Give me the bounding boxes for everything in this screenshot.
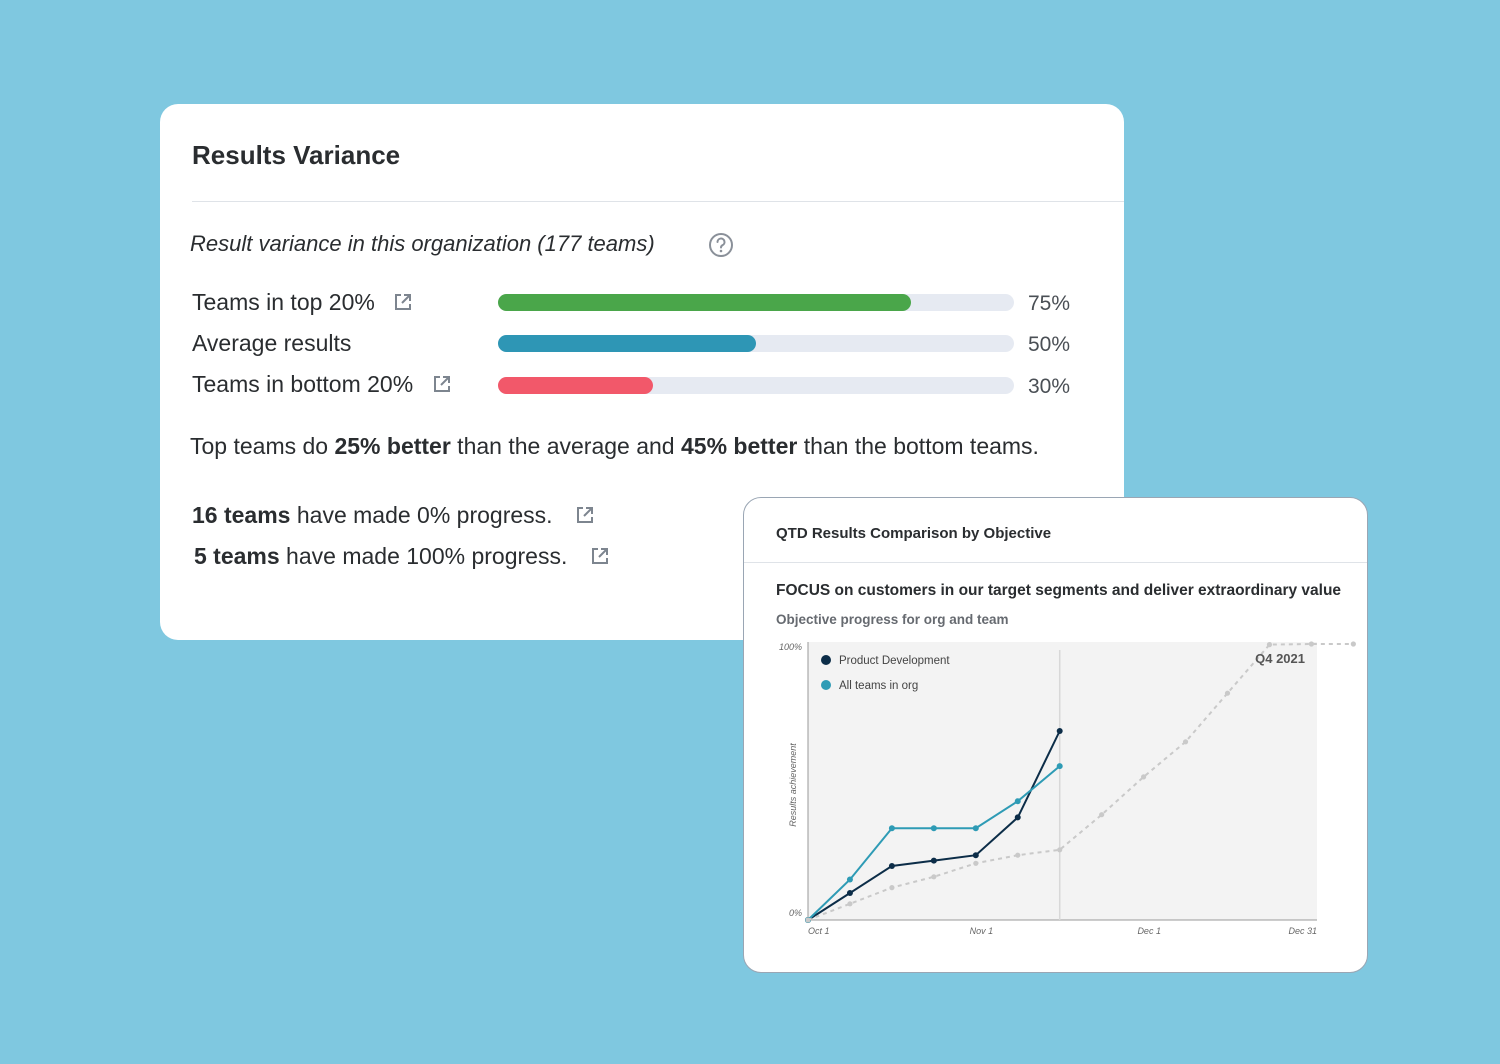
- progress-zero-line: 16 teams have made 0% progress.: [192, 502, 595, 529]
- summary-part: than the average and: [450, 433, 681, 459]
- x-tick-label: Dec 1: [1137, 926, 1161, 936]
- variance-subtitle: Result variance in this organization (17…: [190, 231, 655, 256]
- progress-text: have made 100% progress.: [279, 543, 568, 569]
- data-point: [1057, 847, 1063, 853]
- team-count: 5 teams: [194, 543, 280, 569]
- data-point: [1056, 728, 1063, 734]
- legend-label: Product Development: [839, 655, 950, 667]
- external-link-icon[interactable]: [590, 546, 610, 566]
- quarter-label: Q4 2021: [1255, 651, 1305, 666]
- summary-part: Top teams do: [190, 433, 335, 459]
- data-point: [1350, 641, 1356, 647]
- data-point: [1224, 690, 1231, 696]
- summary-bold: 25% better: [334, 433, 451, 459]
- row-bottom-teams: Teams in bottom 20%: [192, 371, 452, 398]
- row-percentage: 30%: [1028, 375, 1071, 398]
- trend-line: [807, 643, 1354, 921]
- y-tick-label: 0%: [789, 908, 802, 918]
- summary-bold: 45% better: [680, 433, 798, 459]
- data-point: [1014, 814, 1021, 821]
- row-label: Teams in top 20%: [192, 289, 375, 315]
- data-point: [846, 890, 853, 896]
- data-point: [889, 885, 895, 891]
- question-circle-icon[interactable]: [708, 232, 734, 258]
- data-point: [1015, 852, 1021, 858]
- data-point: [930, 825, 937, 832]
- data-point: [1266, 642, 1273, 648]
- data-point: [888, 825, 895, 832]
- y-axis-label: Results achievement: [788, 743, 798, 827]
- card-title: QTD Results Comparison by Objective: [776, 525, 1052, 542]
- external-link-icon[interactable]: [432, 374, 452, 394]
- row-percentage: 75%: [1028, 292, 1071, 315]
- row-average: Average results: [192, 330, 351, 357]
- row-label: Average results: [192, 330, 352, 356]
- row-top-teams: Teams in top 20%: [192, 289, 413, 316]
- y-tick-label: 100%: [779, 642, 802, 652]
- data-point: [847, 901, 853, 907]
- progress-text: have made 0% progress.: [290, 502, 553, 528]
- data-point: [1099, 812, 1105, 818]
- progress-bar-fill: [498, 377, 653, 394]
- progress-bar-fill: [498, 335, 756, 352]
- data-point: [972, 852, 979, 859]
- qtd-comparison-card: QTD Results Comparison by Objective FOCU…: [743, 497, 1368, 973]
- external-link-icon[interactable]: [393, 292, 413, 312]
- x-tick-label: Nov 1: [970, 926, 994, 936]
- data-point: [930, 857, 937, 864]
- x-tick-label: Oct 1: [808, 926, 830, 936]
- data-point: [1308, 641, 1315, 647]
- summary-text: Top teams do 25% better than the average…: [190, 433, 1039, 460]
- legend-swatch: [821, 655, 831, 665]
- team-count: 16 teams: [192, 502, 291, 528]
- progress-full-line: 5 teams have made 100% progress.: [194, 543, 610, 570]
- row-percentage: 50%: [1028, 333, 1071, 356]
- legend-swatch: [821, 680, 831, 690]
- objective-subtitle: Objective progress for org and team: [776, 612, 1009, 627]
- card-title: Results Variance: [192, 140, 401, 170]
- data-point: [931, 874, 937, 880]
- data-point: [972, 825, 979, 832]
- data-point: [973, 860, 979, 866]
- objective-title: FOCUS on customers in our target segment…: [776, 582, 1342, 599]
- data-point: [1056, 763, 1063, 770]
- x-tick-label: Dec 31: [1288, 926, 1317, 936]
- progress-bar-fill: [498, 294, 911, 311]
- summary-part: than the bottom teams.: [797, 433, 1039, 459]
- results-variance-card: Results Variance Result variance in this…: [160, 104, 1124, 640]
- data-point: [1014, 798, 1021, 805]
- row-label: Teams in bottom 20%: [192, 371, 414, 397]
- line-chart: 100% 0% Results achievement Oct 1 Nov 1 Dec 1…: [779, 641, 1356, 936]
- external-link-icon[interactable]: [575, 505, 595, 525]
- progress-bar-average: [498, 335, 1014, 352]
- data-point: [1141, 774, 1147, 780]
- data-point: [846, 876, 853, 883]
- data-point: [888, 863, 895, 869]
- divider: [744, 562, 1367, 563]
- progress-bar-top: [498, 294, 1014, 311]
- legend-label: All teams in org: [839, 680, 918, 692]
- data-point: [1182, 739, 1189, 745]
- progress-bar-bottom: [498, 377, 1014, 394]
- data-point: [805, 917, 811, 923]
- divider: [192, 201, 1124, 202]
